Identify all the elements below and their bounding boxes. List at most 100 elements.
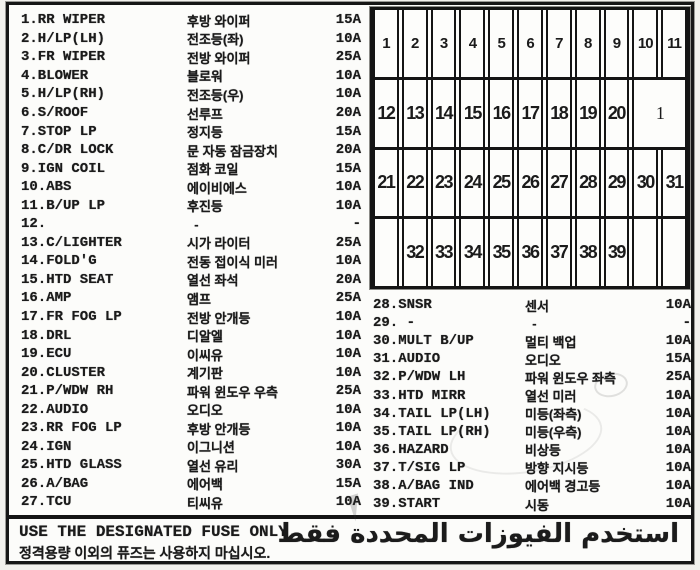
fuse-amperage: 10A xyxy=(665,423,691,440)
warning-text-arabic: استخدم الفيوزات المحددة فقط xyxy=(277,519,679,549)
fuse-name-korean: 디알엘 xyxy=(187,329,223,345)
fuse-row: 14.FOLD'G 전동 접이식 미러 10A xyxy=(21,252,361,271)
fuse-row: 31.AUDIO 오디오 15A xyxy=(373,350,691,368)
fuse-amperage: 25A xyxy=(335,49,361,66)
fuse-amperage: 15A xyxy=(665,351,691,368)
fuse-label: 22.AUDIO xyxy=(21,401,89,418)
fuse-label: 34.TAIL LP(LH) xyxy=(373,405,491,422)
right-fuse-list: 28.SNSR 센서 10A 29. - - - 30.MULT B/UP 멀티 백업 10A… xyxy=(373,296,691,513)
fuse-name-korean: 선루프 xyxy=(187,106,223,122)
fuse-row: 35.TAIL LP(RH) 미등(우측) 10A xyxy=(373,423,691,441)
left-fuse-list: 1.RR WIPER 후방 와이퍼 15A 2.H/LP(LH) 전조등(좌) 10A 3.… xyxy=(21,11,361,512)
fuse-slot-15: 15 xyxy=(459,79,486,147)
fuse-name-korean: 에어백 xyxy=(187,477,223,493)
fuse-name-korean: 열선 미러 xyxy=(525,389,577,405)
fuse-row: 34.TAIL LP(LH) 미등(좌측) 10A xyxy=(373,405,691,423)
fuse-amperage: 25A xyxy=(335,383,361,400)
fuse-name-korean: 오디오 xyxy=(187,403,223,419)
fuse-label: 2.H/LP(LH) xyxy=(21,30,106,47)
fuse-row: 38.A/BAG IND 에어백 경고등 10A xyxy=(373,477,691,495)
fuse-label: 10.ABS xyxy=(21,179,72,196)
fuse-name-korean: 계기판 xyxy=(187,366,223,382)
fuse-amperage: 30A xyxy=(335,457,361,474)
fuse-slot-33: 33 xyxy=(430,219,457,286)
fuse-name-korean: 멀티 백업 xyxy=(525,334,577,350)
fuse-name-korean: 미등(좌측) xyxy=(525,407,582,423)
fuse-grid-row: 21 22 23 24 25 26 27 28 29 30 31 xyxy=(373,146,687,217)
fuse-slot-23: 23 xyxy=(430,149,457,217)
fuse-row: 39.START 시동 10A xyxy=(373,495,691,513)
fuse-label: 17.FR FOG LP xyxy=(21,309,122,326)
fuse-slot-36: 36 xyxy=(517,219,543,286)
fuse-row: 11.B/UP LP 후진등 10A xyxy=(21,196,361,215)
fuse-amperage: 10A xyxy=(335,197,361,214)
fuse-amperage: 10A xyxy=(335,309,361,326)
fuse-amperage: 10A xyxy=(335,438,361,455)
fuse-label: 25.HTD GLASS xyxy=(21,457,122,474)
fuse-label: 32.P/WDW LH xyxy=(373,369,466,386)
fuse-label: 39.START xyxy=(373,496,441,513)
fuse-label: 21.P/WDW RH xyxy=(21,383,114,400)
fuse-name-korean: 오디오 xyxy=(525,352,561,368)
fuse-row: 4.BLOWER 블로워 10A xyxy=(21,67,361,86)
fuse-row: 1.RR WIPER 후방 와이퍼 15A xyxy=(21,11,361,30)
fuse-amperage: 15A xyxy=(335,160,361,177)
fuse-label: 28.SNSR xyxy=(373,297,432,314)
fuse-slot-19: 19 xyxy=(574,79,601,147)
fuse-label: 9.IGN COIL xyxy=(21,160,106,177)
fuse-slot-16: 16 xyxy=(488,79,515,147)
fuse-amperage: 10A xyxy=(665,387,691,404)
fuse-label: 38.A/BAG IND xyxy=(373,477,474,494)
fuse-row: 37.T/SIG LP 방향 지시등 10A xyxy=(373,459,691,477)
fuse-row: 7.STOP LP 정지등 15A xyxy=(21,122,361,141)
fuse-name-korean: 전조등(좌) xyxy=(187,32,244,48)
fuse-slot-1: 1 xyxy=(373,10,399,77)
fuse-name-korean: 에이비에스 xyxy=(187,180,247,196)
fuse-amperage: 25A xyxy=(665,369,691,386)
fuse-amperage: 10A xyxy=(335,86,361,103)
fuse-label: 36.HAZARD xyxy=(373,441,449,458)
fuse-amperage: 10A xyxy=(335,494,361,511)
fuse-label: 30.MULT B/UP xyxy=(373,333,474,350)
fuse-slot-29: 29 xyxy=(603,149,630,217)
fuse-slot-11: 11 xyxy=(661,10,687,77)
fuse-name-korean: 점화 코일 xyxy=(187,162,239,178)
fuse-label: 23.RR FOG LP xyxy=(21,420,122,437)
fuse-label: 31.AUDIO xyxy=(373,351,441,368)
fuse-slot-empty xyxy=(632,219,659,286)
fuse-amperage: 10A xyxy=(335,346,361,363)
fuse-name-korean: 시동 xyxy=(525,497,549,513)
fuse-row: 6.S/ROOF 선루프 20A xyxy=(21,104,361,123)
fuse-name-korean: 티씨유 xyxy=(187,496,223,511)
fuse-slot-10: 10 xyxy=(632,10,659,77)
fuse-amperage: 15A xyxy=(335,12,361,29)
fuse-row: 22.AUDIO 오디오 10A xyxy=(21,400,361,419)
fuse-name-korean: 후방 와이퍼 xyxy=(187,13,251,29)
fuse-slot-18: 18 xyxy=(545,79,572,147)
fuse-row: 12. - - xyxy=(21,215,361,234)
fuse-amperage: 20A xyxy=(335,142,361,159)
fuse-amperage: 10A xyxy=(665,297,691,314)
fuse-label: 7.STOP LP xyxy=(21,123,97,140)
fuse-slot-2: 2 xyxy=(401,10,428,77)
fuse-slot-8: 8 xyxy=(574,10,601,77)
fuse-row: 36.HAZARD 비상등 10A xyxy=(373,441,691,459)
fuse-label: 5.H/LP(RH) xyxy=(21,86,106,103)
fuse-amperage: 10A xyxy=(665,496,691,513)
fuse-name-korean: 전조등(우) xyxy=(187,87,244,103)
fuse-row: 28.SNSR 센서 10A xyxy=(373,296,691,314)
fuse-name-korean: 파워 윈도우 우측 xyxy=(187,384,278,400)
fuse-slot-20: 20 xyxy=(603,79,630,147)
fuse-row: 26.A/BAG 에어백 15A xyxy=(21,475,361,494)
fuse-amperage: 25A xyxy=(335,234,361,251)
fuse-label: 8.C/DR LOCK xyxy=(21,142,114,159)
fuse-slot-13: 13 xyxy=(401,79,428,147)
fuse-slot-6: 6 xyxy=(517,10,543,77)
fuse-slot-32: 32 xyxy=(401,219,428,286)
fuse-name-korean: 정지등 xyxy=(187,125,223,141)
fuse-amperage: 10A xyxy=(665,405,691,422)
fuse-slot-4: 4 xyxy=(459,10,486,77)
fuse-slot-28: 28 xyxy=(574,149,601,217)
fuse-label: 13.C/LIGHTER xyxy=(21,234,122,251)
fuse-row: 32.P/WDW LH 파워 윈도우 좌측 25A xyxy=(373,368,691,386)
